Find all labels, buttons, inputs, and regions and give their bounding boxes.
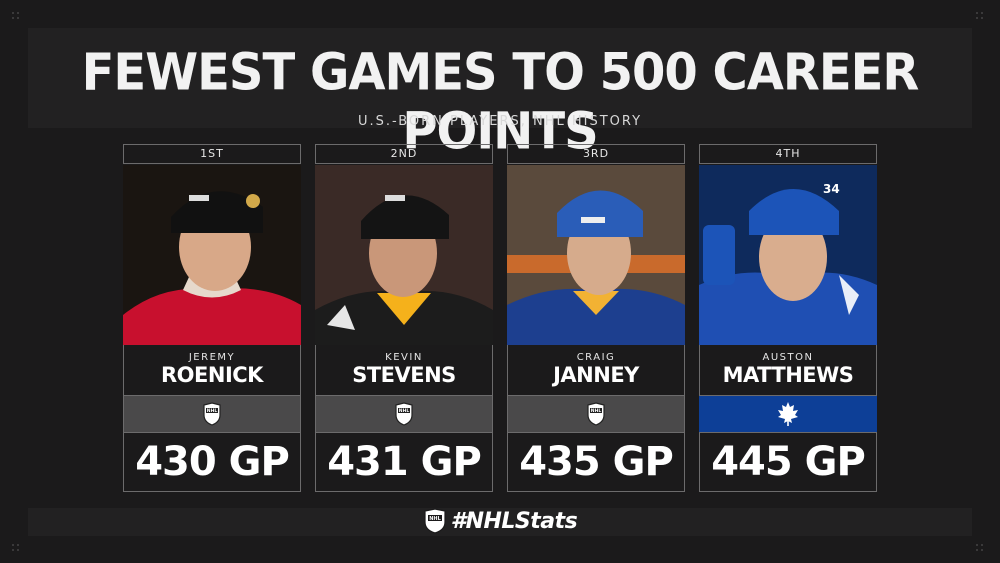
rank-label: 4TH — [699, 144, 877, 164]
rank-label: 2ND — [315, 144, 493, 164]
player-first-name: AUSTON — [762, 352, 814, 363]
team-logo-bar: NHL — [123, 396, 301, 432]
player-card-3: 3RD CRAIG JANNEY NHL 435 GP — [507, 144, 685, 492]
games-played: 435 GP — [507, 432, 685, 492]
svg-text:NHL: NHL — [429, 516, 441, 522]
player-card-2: 2ND KEVIN STEVENS NHL 431 GP — [315, 144, 493, 492]
rank-label: 3RD — [507, 144, 685, 164]
svg-text:NHL: NHL — [207, 408, 218, 414]
bg-panel-bottom — [28, 508, 972, 536]
player-photo — [507, 165, 685, 345]
games-played: 445 GP — [699, 432, 877, 492]
rank-label: 1ST — [123, 144, 301, 164]
nhl-shield-icon: NHL — [395, 402, 413, 426]
player-card-1: 1ST JEREMY ROENICK NHL 430 GP — [123, 144, 301, 492]
team-logo-bar: NHL — [507, 396, 685, 432]
player-photo-image: 34 — [699, 165, 877, 345]
player-last-name: ROENICK — [161, 363, 263, 387]
page-title: FEWEST GAMES TO 500 CAREER POINTS — [81, 42, 920, 162]
player-photo-image — [315, 165, 493, 345]
player-name: AUSTON MATTHEWS — [699, 345, 877, 396]
player-name: KEVIN STEVENS — [315, 345, 493, 396]
team-logo-bar — [699, 396, 877, 432]
corner-dots-tl — [12, 12, 24, 24]
player-photo-image — [507, 165, 685, 345]
player-first-name: CRAIG — [576, 352, 616, 363]
player-first-name: KEVIN — [385, 352, 423, 363]
page-subtitle: U.S.-BORN PLAYERS, NHL HISTORY — [357, 114, 643, 129]
player-card-4: 4TH 34 AUSTON MATTHEWS 445 GP — [699, 144, 877, 492]
svg-text:NHL: NHL — [399, 408, 410, 414]
corner-dots-tr — [976, 12, 988, 24]
team-logo-bar: NHL — [315, 396, 493, 432]
player-first-name: JEREMY — [188, 352, 236, 363]
svg-text:34: 34 — [823, 182, 840, 196]
player-last-name: STEVENS — [352, 363, 456, 387]
corner-dots-bl — [12, 544, 24, 556]
player-last-name: JANNEY — [553, 363, 639, 387]
games-played: 430 GP — [123, 432, 301, 492]
player-photo-image — [123, 165, 301, 345]
player-photo — [123, 165, 301, 345]
corner-dots-br — [976, 544, 988, 556]
footer-hashtag: #NHLStats — [450, 508, 578, 534]
player-last-name: MATTHEWS — [722, 363, 854, 387]
nhl-shield-icon: NHL — [424, 508, 446, 534]
svg-text:NHL: NHL — [591, 408, 602, 414]
player-name: JEREMY ROENICK — [123, 345, 301, 396]
player-photo: 34 — [699, 165, 877, 345]
player-name: CRAIG JANNEY — [507, 345, 685, 396]
bg-panel-top — [28, 28, 972, 128]
nhl-shield-icon: NHL — [203, 402, 221, 426]
nhl-shield-icon: NHL — [587, 402, 605, 426]
player-photo — [315, 165, 493, 345]
games-played: 431 GP — [315, 432, 493, 492]
maple-leaf-icon — [778, 402, 798, 426]
footer: NHL #NHLStats — [0, 508, 1000, 534]
